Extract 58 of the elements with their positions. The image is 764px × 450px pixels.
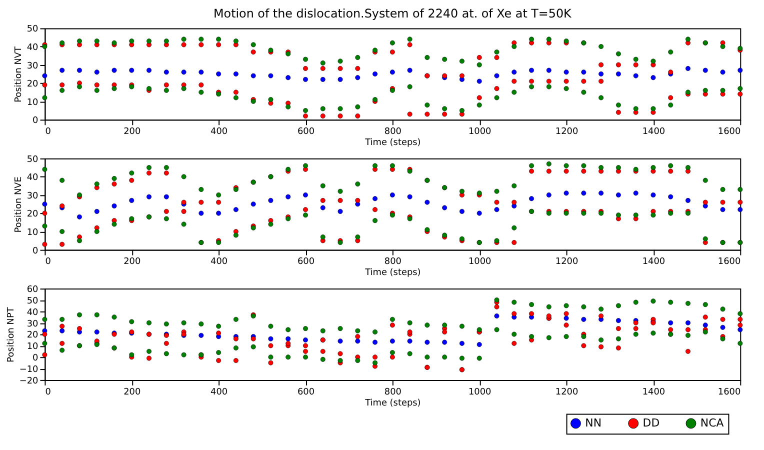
y-tick-label: 40 — [26, 308, 39, 318]
x-tick-label: 0 — [45, 257, 52, 268]
x-tick-label: 600 — [297, 127, 315, 138]
y-tick-label: 30 — [26, 319, 39, 330]
y-axis-title: Position NVT — [14, 46, 24, 102]
y-tick-label: 60 — [26, 285, 39, 296]
y-tick-label: 0 — [32, 246, 39, 256]
x-tick-label: 1400 — [642, 387, 666, 398]
x-tick-label: 1600 — [718, 257, 741, 268]
y-tick-label: 50 — [26, 296, 39, 306]
x-tick-label: 1400 — [642, 127, 666, 138]
x-tick-label: 400 — [210, 127, 228, 138]
x-axis-title: Time (steps) — [364, 268, 421, 278]
y-tick-label: 20 — [26, 330, 39, 341]
x-tick-label: 1600 — [718, 387, 741, 398]
y-tick-label: 10 — [26, 342, 39, 352]
legend-label: DD — [642, 416, 660, 430]
y-tick-label: 30 — [26, 61, 39, 72]
x-axis-title: Time (steps) — [364, 398, 421, 408]
y-tick-label: 10 — [26, 228, 39, 238]
legend-label: NCA — [700, 416, 724, 430]
y-tick-label: 40 — [26, 43, 39, 54]
x-tick-label: 600 — [297, 257, 315, 268]
y-tick-label: 40 — [26, 173, 39, 184]
y-tick-label: 20 — [26, 80, 39, 90]
y-tick-label: 20 — [26, 210, 39, 220]
x-tick-label: 1000 — [468, 387, 492, 398]
x-tick-label: 1200 — [555, 387, 578, 398]
x-tick-label: 600 — [297, 387, 315, 398]
x-tick-label: 800 — [384, 127, 402, 138]
x-tick-label: 800 — [384, 257, 402, 268]
x-tick-label: 0 — [45, 127, 52, 138]
x-tick-label: 1200 — [555, 127, 578, 138]
x-tick-label: 1200 — [555, 257, 578, 268]
y-tick-label: 0 — [32, 116, 39, 126]
y-tick-label: 30 — [26, 191, 39, 202]
y-tick-label: 50 — [26, 24, 39, 35]
x-tick-label: 1400 — [642, 257, 666, 268]
x-tick-label: 0 — [45, 387, 52, 398]
x-tick-label: 400 — [210, 387, 228, 398]
x-tick-label: 1000 — [468, 127, 492, 138]
x-tick-label: 200 — [124, 127, 141, 138]
legend-label: NN — [585, 416, 602, 430]
y-tick-label: 10 — [26, 98, 39, 108]
y-tick-label: 0 — [32, 354, 39, 364]
y-axis-title: Position NVE — [14, 176, 24, 233]
x-tick-label: 1000 — [468, 257, 492, 268]
y-tick-label: 50 — [26, 154, 39, 165]
x-tick-label: 200 — [124, 257, 141, 268]
chart-title: Motion of the dislocation.System of 2240 at. of Xe at T=50K — [214, 6, 573, 20]
y-tick-label: −10 — [19, 365, 39, 376]
x-axis-title: Time (steps) — [364, 138, 421, 148]
x-tick-label: 800 — [384, 387, 402, 398]
x-tick-label: 400 — [210, 257, 228, 268]
x-tick-label: 200 — [124, 387, 141, 398]
y-tick-label: −20 — [19, 376, 39, 386]
y-axis-title: Position NPT — [6, 306, 16, 362]
x-tick-label: 1600 — [718, 127, 741, 138]
